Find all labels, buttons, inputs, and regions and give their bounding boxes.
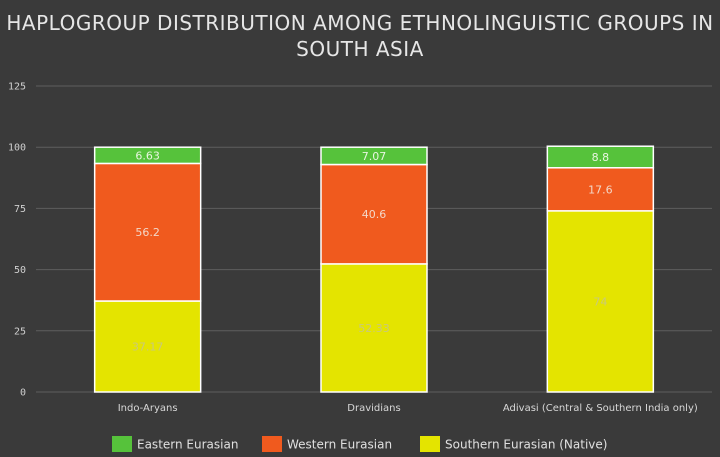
data-label: 56.2 (135, 226, 160, 239)
bar-segment (93, 146, 202, 165)
data-label: 8.8 (592, 151, 610, 164)
x-category-label: Dravidians (347, 403, 400, 414)
chart-title-line-1: HAPLOGROUP DISTRIBUTION AMONG ETHNOLINGU… (6, 11, 713, 35)
bar-segment (93, 300, 202, 393)
bar-segment (320, 146, 428, 166)
x-category-label: Indo-Aryans (118, 403, 178, 414)
legend-label: Eastern Eurasian (137, 438, 238, 452)
data-label: 52.33 (358, 322, 390, 335)
data-label: 74 (593, 295, 607, 308)
legend-label: Southern Eurasian (Native) (445, 438, 607, 452)
data-label: 40.6 (362, 208, 387, 221)
bar-segment (546, 210, 655, 393)
bar-segment (546, 145, 655, 169)
legend-swatch (262, 436, 282, 452)
y-tick-label: 125 (8, 82, 26, 93)
data-label: 6.63 (135, 149, 160, 162)
bar-segment (320, 263, 428, 393)
bar-segment (93, 162, 202, 302)
data-label: 37.17 (132, 341, 164, 354)
y-tick-label: 0 (20, 388, 26, 399)
bar-segment (546, 167, 655, 212)
y-tick-label: 75 (14, 204, 26, 215)
data-label: 17.6 (588, 183, 613, 196)
data-label: 7.07 (362, 150, 387, 163)
y-tick-label: 100 (8, 143, 26, 154)
bar-segment (320, 163, 428, 265)
chart-title-line-2: SOUTH ASIA (296, 37, 424, 61)
legend-label: Western Eurasian (287, 438, 392, 452)
legend-swatch (112, 436, 132, 452)
y-tick-label: 50 (14, 265, 26, 276)
y-tick-label: 25 (14, 326, 26, 337)
x-category-label: Adivasi (Central & Southern India only) (503, 403, 698, 414)
legend-swatch (420, 436, 440, 452)
